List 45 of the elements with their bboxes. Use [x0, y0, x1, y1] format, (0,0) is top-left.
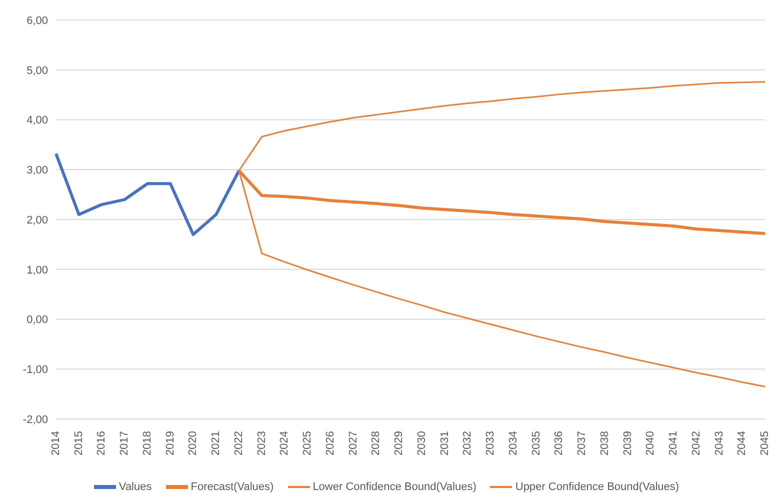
x-tick-label: 2017	[118, 431, 131, 456]
x-tick-label: 2025	[302, 431, 314, 456]
y-tick-label: 0,00	[26, 314, 48, 326]
x-tick-label: 2023	[256, 431, 268, 456]
x-tick-label: 2030	[416, 431, 428, 456]
y-tick-label: 4,00	[26, 114, 48, 127]
y-tick-label: -2,00	[22, 414, 48, 426]
x-tick-label: 2018	[141, 431, 154, 456]
x-tick-label: 2020	[187, 431, 200, 456]
y-tick-label: 2,00	[26, 214, 48, 226]
x-tick-label: 2042	[690, 431, 702, 456]
x-tick-label: 2039	[622, 431, 634, 456]
y-tick-label: 6,00	[26, 14, 48, 27]
x-tick-label: 2035	[530, 431, 542, 456]
x-tick-label: 2045	[759, 431, 771, 456]
x-tick-label: 2036	[553, 431, 566, 456]
x-tick-label: 2032	[462, 431, 474, 456]
y-tick-label: 1,00	[26, 264, 48, 276]
y-tick-label: 3,00	[26, 164, 48, 177]
x-tick-label: 2026	[324, 431, 336, 456]
x-tick-label: 2041	[668, 431, 680, 456]
legend-label: Lower Confidence Bound(Values)	[312, 481, 476, 493]
x-tick-label: 2037	[576, 431, 588, 456]
legend-label: Forecast(Values)	[190, 481, 274, 493]
x-tick-label: 2028	[370, 431, 382, 456]
x-tick-label: 2027	[347, 431, 360, 456]
x-tick-label: 2029	[393, 431, 406, 456]
x-tick-label: 2021	[210, 431, 222, 456]
legend-label: Values	[118, 481, 152, 493]
x-tick-label: 2015	[72, 431, 85, 456]
legend-label: Upper Confidence Bound(Values)	[515, 481, 680, 493]
y-tick-label: 5,00	[26, 64, 48, 77]
x-tick-label: 2031	[438, 431, 451, 456]
x-tick-label: 2043	[713, 431, 726, 456]
x-tick-label: 2024	[278, 431, 291, 456]
y-tick-label: -1,00	[22, 364, 48, 376]
x-tick-label: 2040	[644, 431, 657, 456]
x-tick-label: 2038	[598, 431, 611, 456]
x-tick-label: 2034	[507, 431, 520, 456]
x-tick-label: 2044	[736, 431, 748, 456]
x-tick-label: 2033	[484, 431, 497, 456]
x-tick-label: 2019	[164, 431, 176, 456]
x-tick-label: 2022	[232, 431, 245, 456]
x-tick-label: 2016	[96, 431, 108, 456]
x-tick-label: 2014	[50, 431, 62, 456]
